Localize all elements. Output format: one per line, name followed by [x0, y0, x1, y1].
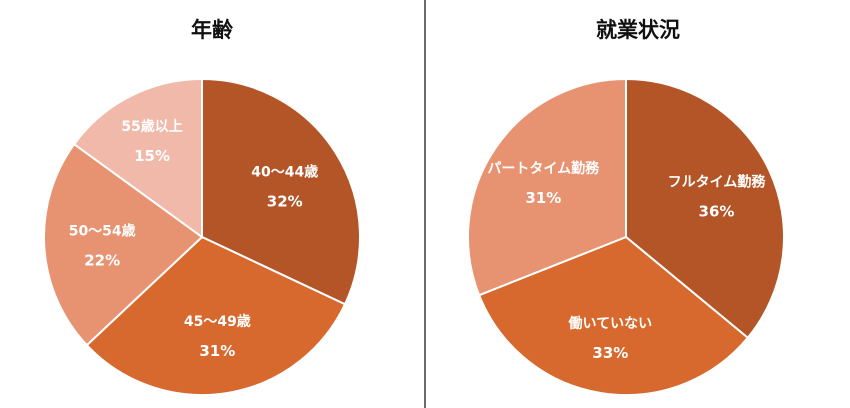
- pie-slice: [43, 142, 204, 347]
- panel-divider: [424, 0, 426, 408]
- pie-slice: [72, 77, 203, 239]
- slice-category-label: フルタイム勤務: [668, 173, 767, 190]
- pie-slice: [201, 77, 361, 306]
- age-chart-panel: 年齢 40～44歳 32% 45～49歳 31% 50～54歳 22% 55歳以上 15%: [0, 0, 424, 408]
- slice-category-label: 50～54歳: [69, 222, 136, 239]
- pie-slice: [477, 235, 750, 396]
- slice-category-label: 45～49歳: [184, 313, 251, 330]
- employment-pie-chart: フルタイム勤務 36% 働いていない 33% パートタイム勤務 31%: [467, 77, 785, 396]
- pie-slice: [625, 77, 785, 340]
- slice-percent-label: 31%: [525, 189, 561, 207]
- employment-chart-panel: 就業状況 フルタイム勤務 36% 働いていない 33% パートタイム勤務 31%: [426, 0, 850, 408]
- pie-slice: [85, 235, 347, 396]
- slice-category-label: 55歳以上: [121, 118, 182, 135]
- slice-percent-label: 33%: [592, 344, 628, 362]
- employment-chart-title: 就業状況: [596, 18, 680, 42]
- slice-percent-label: 36%: [699, 202, 735, 220]
- slice-category-label: 40～44歳: [251, 163, 318, 180]
- slice-percent-label: 32%: [267, 192, 303, 210]
- slice-percent-label: 31%: [199, 342, 235, 360]
- slice-category-label: パートタイム勤務: [487, 160, 600, 177]
- age-pie-chart: 40～44歳 32% 45～49歳 31% 50～54歳 22% 55歳以上 15%: [43, 77, 361, 396]
- slice-percent-label: 15%: [134, 147, 170, 165]
- slice-percent-label: 22%: [84, 251, 120, 269]
- pie-slice: [467, 77, 627, 297]
- age-chart-title: 年齢: [191, 18, 233, 42]
- slice-category-label: 働いていない: [568, 315, 653, 332]
